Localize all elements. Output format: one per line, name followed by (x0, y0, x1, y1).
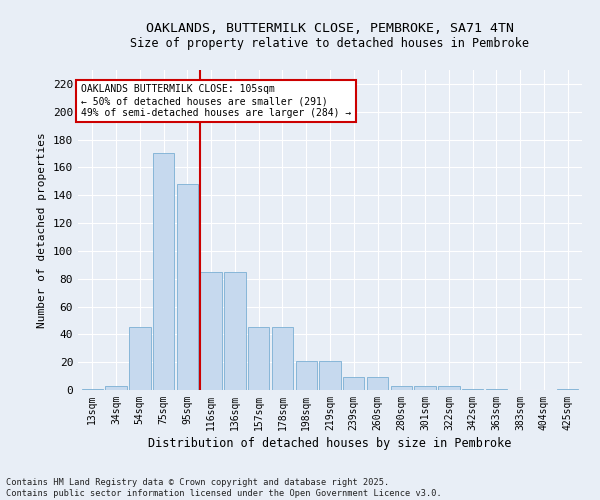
Bar (462, 388, 484, 390)
Bar (224, 272, 245, 390)
X-axis label: Distribution of detached houses by size in Pembroke: Distribution of detached houses by size … (148, 437, 512, 450)
Text: Size of property relative to detached houses in Pembroke: Size of property relative to detached ho… (131, 38, 530, 51)
Bar (415, 386, 436, 390)
Bar (248, 328, 269, 390)
Bar (153, 154, 174, 390)
Bar (391, 386, 412, 390)
Bar (367, 378, 388, 390)
Bar (296, 361, 317, 390)
Text: OAKLANDS, BUTTERMILK CLOSE, PEMBROKE, SA71 4TN: OAKLANDS, BUTTERMILK CLOSE, PEMBROKE, SA… (146, 22, 514, 36)
Bar (438, 386, 460, 390)
Bar (200, 272, 222, 390)
Bar (82, 388, 103, 390)
Bar (557, 388, 578, 390)
Text: OAKLANDS BUTTERMILK CLOSE: 105sqm
← 50% of detached houses are smaller (291)
49%: OAKLANDS BUTTERMILK CLOSE: 105sqm ← 50% … (80, 84, 351, 117)
Bar (106, 386, 127, 390)
Bar (486, 388, 507, 390)
Y-axis label: Number of detached properties: Number of detached properties (37, 132, 47, 328)
Bar (129, 328, 151, 390)
Bar (272, 328, 293, 390)
Bar (176, 184, 198, 390)
Bar (343, 378, 364, 390)
Bar (319, 361, 341, 390)
Text: Contains HM Land Registry data © Crown copyright and database right 2025.
Contai: Contains HM Land Registry data © Crown c… (6, 478, 442, 498)
